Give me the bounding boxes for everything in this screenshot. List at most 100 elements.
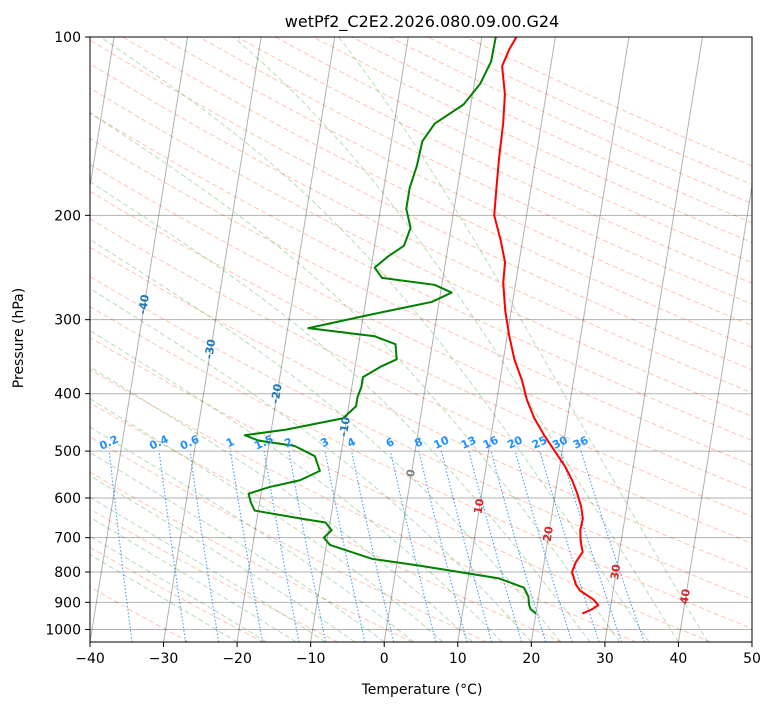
mixing-ratio-label: 16 <box>481 433 501 451</box>
dry-adiabat-line <box>90 508 339 642</box>
isotherm-label: 40 <box>678 588 693 606</box>
mixing-ratio-label: 0.4 <box>147 432 170 452</box>
y-tick-label: 100 <box>54 30 81 46</box>
dry-adiabat-line <box>90 163 752 492</box>
x-tick-label: 20 <box>522 651 540 667</box>
moist-adiabat-line <box>90 181 591 642</box>
mixing-ratio-label: 1 <box>224 435 236 450</box>
y-tick-label: 200 <box>54 208 81 224</box>
dry-adiabat-line <box>236 37 752 284</box>
dry-adiabat-line <box>90 190 752 518</box>
isotherm-line <box>163 37 262 642</box>
mixing-ratio-line <box>441 450 493 642</box>
y-tick-label: 800 <box>54 565 81 581</box>
x-tick-label: 30 <box>596 651 614 667</box>
mixing-ratio-label: 10 <box>432 433 452 451</box>
y-tick-label: 500 <box>54 444 81 460</box>
y-axis-label: Pressure (hPa) <box>11 288 27 388</box>
x-tick-label: 0 <box>380 651 389 667</box>
mixing-ratio-label: 30 <box>550 433 570 451</box>
mixing-ratio-line <box>324 450 366 642</box>
isotherm-line <box>457 37 556 642</box>
moist-adiabat-line <box>90 554 238 642</box>
x-tick-label: −20 <box>222 651 252 667</box>
mixing-ratio-label: 20 <box>505 433 525 451</box>
dry-adiabat-line <box>90 369 637 642</box>
dry-adiabat-line <box>122 37 752 348</box>
moist-adiabat-line <box>90 535 267 642</box>
mixing-ratio-label: 25 <box>530 434 549 452</box>
dry-adiabat-line <box>90 137 752 466</box>
isotherm-label: 20 <box>541 525 556 543</box>
dry-adiabat-line <box>90 39 752 371</box>
moist-adiabat-line <box>90 475 356 642</box>
isotherm-line <box>751 638 752 642</box>
mixing-ratio-line <box>559 450 623 642</box>
dry-adiabat-line <box>90 306 752 630</box>
mixing-ratio-line <box>389 450 437 642</box>
moist-adiabat-line <box>90 496 326 642</box>
axis-ticks: −40 −30 −20 −10 0 10 20 30 40 5010020030040050060… <box>45 30 761 667</box>
x-tick-label: 50 <box>743 651 761 667</box>
mixing-ratio-line <box>418 450 468 642</box>
isotherm-label: 0 <box>404 468 418 478</box>
isotherm-line <box>90 37 189 642</box>
dry-adiabat-line <box>389 37 752 205</box>
mixing-ratio-line <box>539 450 600 642</box>
moist-adiabat-line <box>90 451 385 642</box>
dry-adiabat-line <box>90 337 711 642</box>
isotherm-label: -50 <box>70 249 86 271</box>
y-tick-label: 700 <box>54 531 81 547</box>
moist-adiabat-line <box>90 398 444 642</box>
isotherm-label: -40 <box>136 293 152 315</box>
moist-adiabat-line <box>90 329 503 642</box>
moist-adiabat-line <box>90 112 621 642</box>
moist-adiabat-line <box>100 37 650 642</box>
profile-lines <box>243 37 600 615</box>
isotherm-label: -20 <box>269 382 285 404</box>
moist-adiabat-line <box>90 366 473 642</box>
dry-adiabat-line <box>90 63 752 394</box>
plot-frame <box>89 36 753 643</box>
isotherm-label: -60 <box>3 204 19 226</box>
mixing-ratio-label: 8 <box>412 435 424 450</box>
moist-adiabat-line <box>90 287 532 642</box>
moist-adiabat-line <box>338 37 709 642</box>
x-tick-label: −30 <box>149 651 179 667</box>
mixing-ratio-line <box>108 451 133 642</box>
isotherm-line <box>90 37 115 190</box>
y-tick-label: 600 <box>54 491 81 507</box>
temperature-profile-line <box>493 37 600 615</box>
isotherm-line <box>236 37 336 642</box>
dry-adiabat-line <box>90 87 752 417</box>
mixing-ratio-line <box>580 450 645 642</box>
dry-adiabat-line <box>427 37 752 186</box>
x-axis-label: Temperature (°C) <box>361 682 483 698</box>
x-tick-label: −40 <box>75 651 105 667</box>
mixing-ratio-label: 13 <box>459 434 478 452</box>
isotherm-label: 30 <box>608 563 623 581</box>
mixing-ratio-line <box>490 450 547 642</box>
mixing-ratio-label: 6 <box>384 435 397 450</box>
dry-adiabat-line <box>90 112 752 442</box>
mixing-ratio-line <box>351 450 395 642</box>
mixing-ratio-line <box>468 450 522 642</box>
chart-title: wetPf2_C2E2.2026.080.09.00.G24 <box>285 12 559 32</box>
isotherm-line <box>383 37 483 642</box>
y-tick-label: 1000 <box>45 622 81 638</box>
dewpoint-profile-line <box>243 37 537 615</box>
x-tick-label: 40 <box>670 651 688 667</box>
dry-adiabat-line <box>90 546 264 642</box>
dry-adiabat-line <box>90 275 752 600</box>
dry-adiabat-line <box>90 402 562 642</box>
mixing-ratio-label: 0.6 <box>178 433 201 453</box>
moist-adiabat-line <box>233 37 679 642</box>
dry-adiabat-line <box>198 37 752 305</box>
isotherm-line <box>530 37 630 642</box>
y-tick-label: 400 <box>54 387 81 403</box>
background-lines <box>90 37 752 642</box>
isotherm-line <box>677 182 752 642</box>
mixing-ratio-line <box>514 450 573 642</box>
mixing-ratio-line <box>288 451 327 642</box>
isotherm-label: 10 <box>472 497 487 515</box>
